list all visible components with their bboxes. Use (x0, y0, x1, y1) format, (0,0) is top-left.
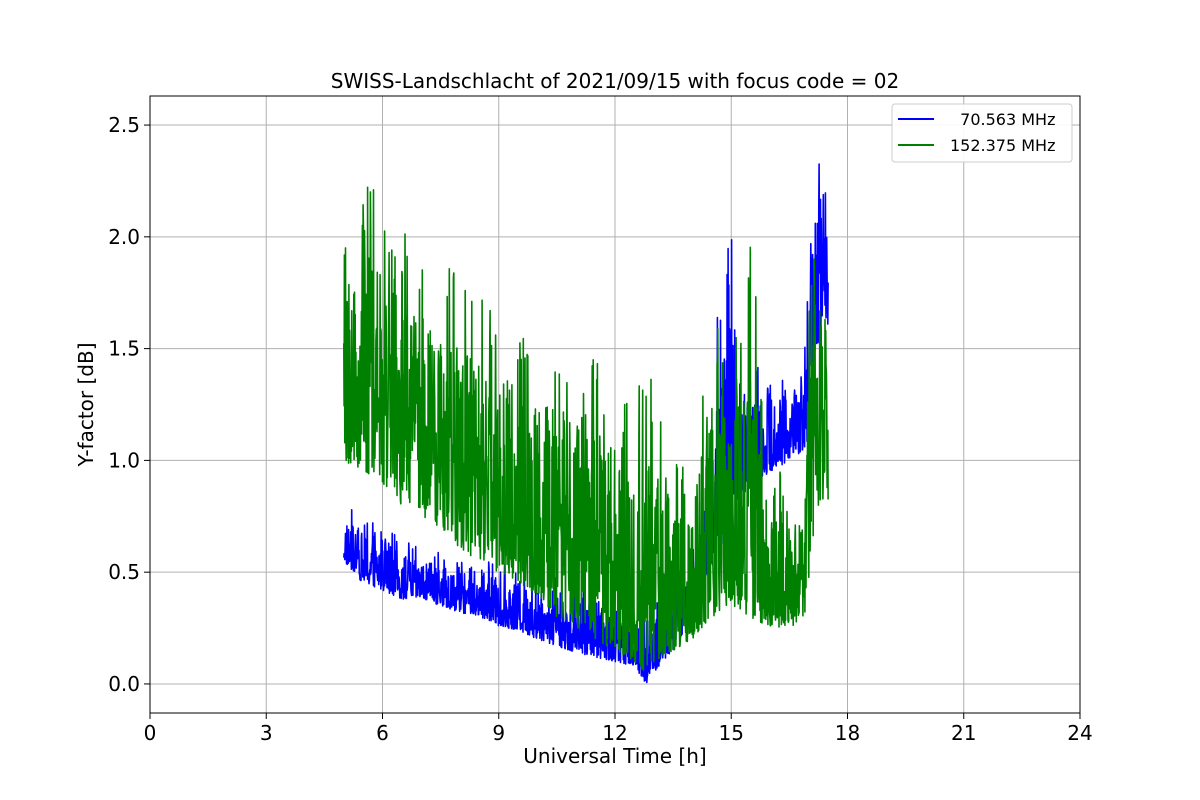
y-tick-label: 0.0 (108, 672, 140, 696)
x-tick-label: 0 (144, 721, 157, 745)
y-axis-label: Y-factor [dB] (74, 342, 98, 467)
series-line-1 (343, 186, 829, 671)
legend: 70.563 MHz 152.375 MHz (891, 103, 1073, 163)
y-tick-label: 2.0 (108, 225, 140, 249)
x-tick-label: 6 (376, 721, 389, 745)
legend-label: 152.375 MHz (950, 136, 1055, 155)
x-tick-label: 12 (602, 721, 627, 745)
y-tick-label: 1.5 (108, 337, 140, 361)
legend-box (891, 103, 1073, 163)
data-series (343, 163, 829, 684)
x-axis-label: Universal Time [h] (523, 744, 706, 768)
x-tick-label: 9 (492, 721, 505, 745)
x-tick-label: 21 (951, 721, 976, 745)
x-tick-label: 18 (835, 721, 860, 745)
chart-title: SWISS-Landschlacht of 2021/09/15 with fo… (331, 69, 899, 93)
y-tick-label: 1.0 (108, 448, 140, 472)
ticks: 0 3 6 9 12 15 18 21 24 0.0 0.5 1.0 1.5 2.0 2.5 (108, 113, 1093, 745)
x-tick-label: 24 (1067, 721, 1092, 745)
x-tick-label: 15 (719, 721, 744, 745)
x-tick-label: 3 (260, 721, 273, 745)
y-tick-label: 0.5 (108, 560, 140, 584)
y-tick-label: 2.5 (108, 113, 140, 137)
legend-label: 70.563 MHz (950, 110, 1055, 129)
